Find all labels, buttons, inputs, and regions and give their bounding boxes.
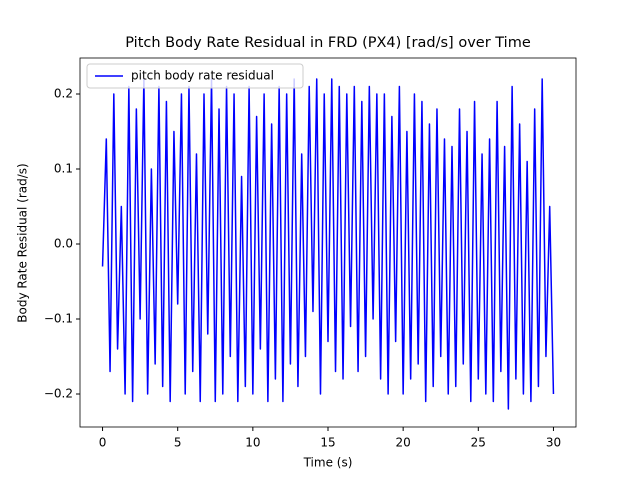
chart-title: Pitch Body Rate Residual in FRD (PX4) [r… <box>125 35 531 51</box>
x-tick-label: 20 <box>396 436 411 450</box>
y-tick-label: 0.1 <box>54 162 73 176</box>
x-tick-label: 25 <box>471 436 486 450</box>
y-tick-label: 0.0 <box>54 237 73 251</box>
legend-box <box>86 63 304 89</box>
x-tick-label: 15 <box>320 436 335 450</box>
y-tick-label: −0.1 <box>44 312 73 326</box>
data-line <box>101 78 555 410</box>
x-axis-label: Time (s) <box>303 456 353 470</box>
y-axis-label: Body Rate Residual (rad/s) <box>16 163 30 323</box>
y-tick-label: −0.2 <box>44 387 73 401</box>
x-tick-label: 0 <box>99 436 107 450</box>
x-tick-label: 5 <box>174 436 182 450</box>
x-tick-label: 10 <box>245 436 260 450</box>
y-tick-label: 0.2 <box>54 87 73 101</box>
x-tick-label: 30 <box>546 436 561 450</box>
plot-frame <box>79 57 577 428</box>
legend-label: pitch body rate residual <box>131 69 274 83</box>
